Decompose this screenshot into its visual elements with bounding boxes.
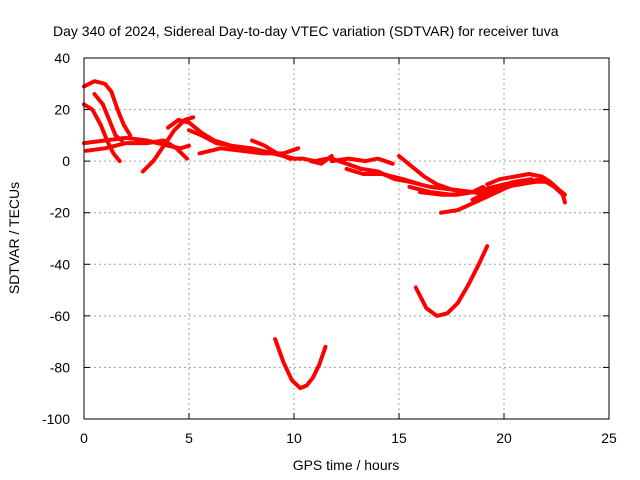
series-line-arc-13 — [329, 156, 395, 166]
series-line-arc-24 — [413, 244, 490, 318]
y-tick-label: 40 — [54, 50, 70, 66]
y-tick-label: -60 — [50, 308, 70, 324]
grid-lines — [84, 58, 609, 419]
series-line-arc-23 — [273, 337, 328, 391]
series-line-arc-17 — [418, 184, 485, 197]
x-tick-label: 25 — [601, 430, 617, 446]
series-line-arc-6 — [140, 115, 196, 174]
x-tick-labels: 0 5 10 15 20 25 — [80, 430, 617, 446]
x-tick-label: 15 — [391, 430, 407, 446]
y-tick-label: 0 — [62, 153, 70, 169]
series-line-arc-11 — [308, 154, 334, 166]
series-line-arc-19 — [470, 179, 551, 202]
y-tick-label: 20 — [54, 102, 70, 118]
x-tick-label: 5 — [185, 430, 193, 446]
plot-frame — [83, 57, 610, 420]
x-tick-label: 0 — [80, 430, 88, 446]
y-axis-label: SDTVAR / TECUs — [6, 182, 22, 294]
x-axis-label: GPS time / hours — [293, 457, 400, 473]
series-line-arc-8 — [197, 146, 301, 156]
y-tick-label: -80 — [50, 359, 70, 375]
chart-title: Day 340 of 2024, Sidereal Day-to-day VTE… — [53, 23, 559, 39]
y-tick-labels: -100 -80 -60 -40 -20 0 20 40 — [42, 50, 70, 427]
series-line-arc-1 — [82, 79, 133, 138]
series-line-arc-4 — [82, 135, 191, 151]
series-line-arc-22 — [544, 179, 567, 205]
y-tick-label: -20 — [50, 205, 70, 221]
y-tick-label: -100 — [42, 411, 70, 427]
series-line-arc-2 — [82, 102, 122, 164]
series-line-arc-20 — [485, 172, 544, 187]
series-line-arc-14 — [344, 166, 422, 187]
series-line-arc-9 — [187, 128, 246, 153]
x-tick-label: 10 — [286, 430, 302, 446]
y-tick-label: -40 — [50, 256, 70, 272]
series-line-arc-5 — [84, 138, 189, 161]
x-tick-label: 20 — [496, 430, 512, 446]
axis-ticks — [83, 57, 610, 420]
data-series — [82, 79, 567, 391]
